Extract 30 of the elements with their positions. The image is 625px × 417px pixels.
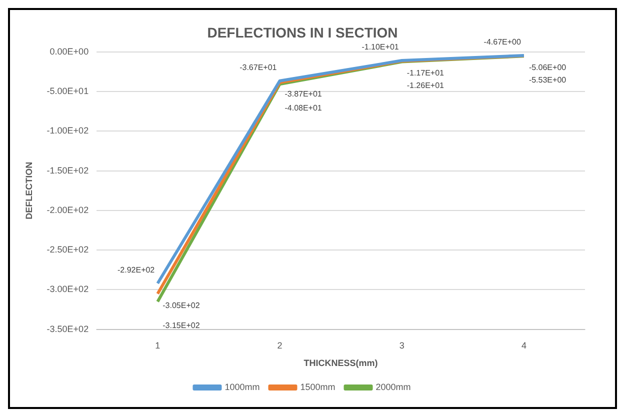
data-label: -4.08E+01 [284,103,322,112]
legend-label: 1500mm [300,382,336,392]
y-tick-label: -3.00E+02 [46,284,89,294]
data-label: -3.87E+01 [284,90,322,99]
x-tick-label: 4 [521,340,526,350]
data-label: -3.05E+02 [162,300,200,310]
data-label: -3.15E+02 [162,320,200,330]
y-axis-title: DEFLECTION [24,162,34,220]
x-tick-label: 1 [155,340,160,350]
y-tick-label: -1.50E+02 [46,165,89,176]
data-label: -1.26E+01 [406,80,445,90]
data-label: -1.10E+01 [362,42,400,52]
x-tick-label: 3 [399,340,404,350]
chart-title: DEFLECTIONS IN I SECTION [207,24,398,40]
legend-label: 1000mm [224,382,260,392]
legend-label: 2000mm [376,382,411,392]
data-label: -4.67E+00 [484,38,522,47]
y-tick-label: -5.00E+01 [46,86,89,96]
data-label: -2.92E+02 [117,266,156,275]
y-tick-label: 0.00E+00 [50,46,89,56]
data-label: -3.67E+01 [240,63,278,72]
y-tick-label: -1.00E+02 [46,126,89,136]
data-label: -5.53E+00 [528,75,567,84]
y-tick-label: -2.00E+02 [46,204,89,215]
data-label: -1.17E+01 [406,68,445,78]
x-axis-title: THICKNESS(mm) [304,358,378,368]
data-label: -5.06E+00 [528,63,567,72]
y-tick-label: -3.50E+02 [46,324,89,334]
y-tick-label: -2.50E+02 [46,244,89,255]
x-tick-label: 2 [277,340,282,350]
